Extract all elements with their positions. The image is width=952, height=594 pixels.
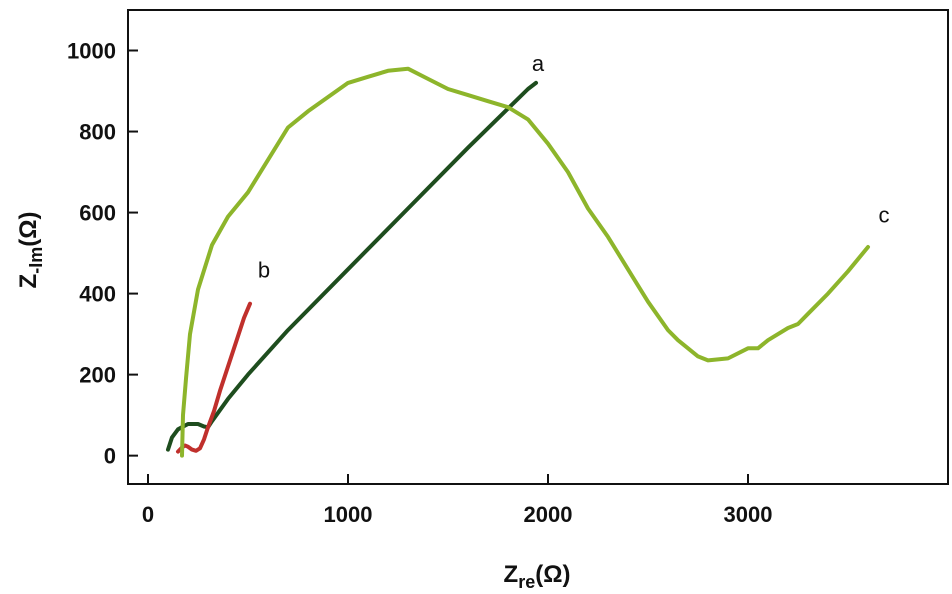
y-tick-label: 1000 <box>67 39 116 64</box>
y-axis-ticks: 0 200 400 600 800 1000 <box>67 39 138 469</box>
y-tick-label: 0 <box>104 444 116 469</box>
series-line-a <box>166 80 538 452</box>
plot-frame <box>127 9 949 485</box>
series-labels: a b c <box>258 51 890 283</box>
y-axis-title-unit: (Ω) <box>15 212 42 247</box>
y-axis-title-sub: -Im <box>26 247 46 274</box>
y-tick-label: 400 <box>79 282 116 307</box>
x-tick-label: 0 <box>142 502 154 527</box>
x-tick-label: 3000 <box>724 502 773 527</box>
y-tick-label: 600 <box>79 201 116 226</box>
y-tick-label: 200 <box>79 363 116 388</box>
series-label-b: b <box>258 257 270 282</box>
x-axis-title: Zre(Ω) <box>504 561 571 592</box>
x-axis-title-unit: (Ω) <box>535 561 570 588</box>
x-tick-label: 1000 <box>324 502 373 527</box>
x-tick-label: 2000 <box>524 502 573 527</box>
x-axis-title-sub: re <box>518 572 535 592</box>
y-axis-title-main: Z <box>15 274 42 289</box>
series-label-a: a <box>532 51 545 76</box>
y-tick-label: 800 <box>79 120 116 145</box>
series-label-c: c <box>879 203 890 228</box>
y-axis-title: Z-Im(Ω) <box>15 212 46 289</box>
series-group <box>166 66 870 458</box>
series-line-c <box>180 66 870 458</box>
x-axis-title-main: Z <box>504 561 519 588</box>
series-line-b <box>176 301 252 454</box>
x-axis-ticks: 0 1000 2000 3000 <box>142 474 773 527</box>
